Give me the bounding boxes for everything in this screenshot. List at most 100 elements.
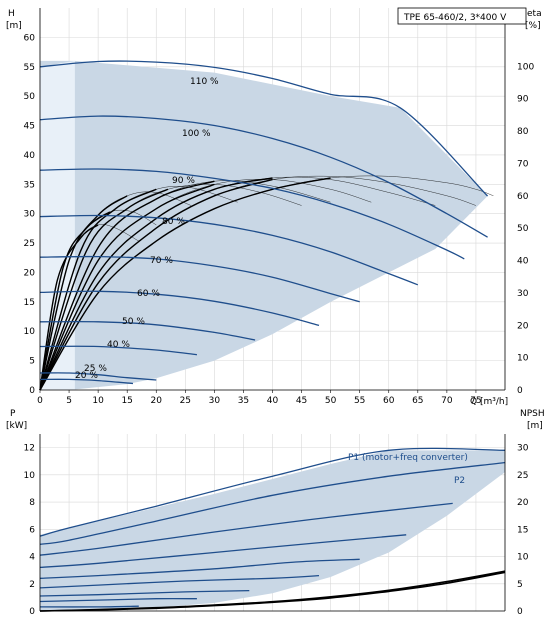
y-tick-label: 60	[24, 33, 36, 43]
bottom-axes: 0 2 4 6 8 10 12 0 5 10 15 20 25 30	[24, 434, 529, 617]
npsh-tick-label: 0	[517, 607, 523, 617]
x-tick-label: 0	[37, 396, 43, 406]
head-curve-label: 80 %	[162, 217, 185, 227]
eta-tick-label: 10	[517, 354, 529, 364]
y-tick-label: 30	[24, 210, 36, 220]
bottom-ylabel-left-1: P	[10, 409, 16, 419]
npsh-curve	[39, 570, 506, 612]
power-tick-label: 12	[24, 444, 35, 454]
power-curve	[39, 461, 506, 545]
head-curve-60	[39, 290, 320, 327]
x-tick-label: 20	[151, 396, 163, 406]
head-curve-label: 100 %	[182, 129, 211, 139]
power-tick-label: 0	[29, 607, 35, 617]
eta-tick-label: 80	[517, 127, 529, 137]
x-tick-label: 60	[383, 396, 395, 406]
eta-tick-label: 90	[517, 95, 529, 105]
y-tick-label: 20	[24, 268, 36, 278]
power-curve	[39, 605, 139, 608]
power-tick-label: 2	[29, 580, 35, 590]
power-curve	[39, 502, 453, 556]
eta-curve	[39, 178, 273, 391]
power-tick-label: 10	[24, 471, 36, 481]
power-curve	[39, 534, 407, 569]
head-curve-40	[39, 345, 197, 356]
head-curve-100	[39, 115, 488, 238]
x-tick-label: 75	[470, 396, 481, 406]
head-curve-50	[39, 320, 256, 341]
x-tick-label: 15	[121, 396, 132, 406]
head-curve-80	[39, 214, 419, 286]
x-tick-label: 25	[180, 396, 191, 406]
y-tick-label: 15	[24, 298, 35, 308]
eta-tick-label: 60	[517, 192, 529, 202]
npsh-tick-label: 25	[517, 471, 528, 481]
npsh-tick-label: 5	[517, 580, 523, 590]
head-curve-25	[39, 372, 157, 381]
head-curve-label: 25 %	[84, 364, 107, 374]
npsh-tick-label: 20	[517, 498, 529, 508]
eta-tick-label: 50	[517, 224, 529, 234]
head-curve-label: 70 %	[150, 256, 173, 266]
bottom-envelope	[40, 450, 505, 611]
power-curve	[39, 574, 320, 589]
head-curve-90	[39, 168, 465, 260]
head-curve-70	[39, 255, 360, 303]
npsh-tick-label: 15	[517, 525, 528, 535]
top-envelope-light	[40, 60, 75, 391]
series-label-p2: P2	[454, 476, 465, 486]
head-curves: 110 % 100 % 90 % 80 % 70 % 60 % 50 % 40 % 25 %20…	[39, 60, 489, 385]
power-tick-label: 8	[29, 498, 35, 508]
y-tick-label: 45	[24, 122, 35, 132]
top-envelope-area	[40, 60, 488, 391]
x-tick-label: 65	[412, 396, 423, 406]
top-ylabel-left-2: [m]	[6, 21, 22, 31]
eta-tick-label: 100	[517, 62, 534, 72]
eta-curve	[39, 188, 169, 391]
chart-title: TPE 65-460/2, 3*400 V	[403, 13, 507, 23]
head-curve-20	[39, 378, 134, 385]
eta-curve	[39, 177, 273, 391]
x-tick-label: 40	[267, 396, 279, 406]
eta-tick-label: 40	[517, 257, 529, 267]
power-curve	[39, 597, 197, 603]
x-tick-label: 50	[325, 396, 337, 406]
eta-curve	[39, 183, 215, 391]
y-tick-label: 10	[24, 327, 36, 337]
eta-curve	[39, 188, 157, 391]
top-ylabel-right-1: eta	[527, 9, 542, 19]
x-tick-label: 45	[296, 396, 307, 406]
head-curve-label: 60 %	[137, 289, 160, 299]
x-tick-label: 35	[238, 396, 249, 406]
head-curve-label: 110 %	[190, 77, 219, 87]
chart-title-box: TPE 65-460/2, 3*400 V	[397, 7, 527, 25]
eta-curve	[39, 224, 99, 391]
npsh-curves	[39, 570, 506, 612]
top-ylabel-left-1: H	[8, 9, 15, 19]
x-tick-label: 30	[209, 396, 221, 406]
top-ylabel-right-2: [%]	[525, 21, 541, 31]
x-tick-label: 5	[66, 396, 72, 406]
x-tick-label: 55	[354, 396, 365, 406]
eta-curve	[39, 211, 111, 391]
y-tick-label: 0	[29, 386, 35, 396]
top-xlabel: Q [m³/h]	[470, 397, 508, 407]
power-curve	[39, 447, 506, 537]
x-tick-label: 70	[441, 396, 453, 406]
eta-tick-label: 0	[517, 386, 523, 396]
power-tick-label: 6	[29, 525, 35, 535]
power-curve	[39, 589, 250, 597]
top-axes: 0 5 10 15 20 25 30 35 40 45 50 55 60 65 70 75 0 5 10 15 20 25…	[24, 8, 534, 406]
series-label-p1: P1 (motor+freq converter)	[348, 453, 468, 463]
power-curve	[39, 558, 360, 579]
eta-curve	[39, 177, 331, 391]
bottom-ylabel-right-1: NPSH	[520, 409, 545, 419]
head-curve-label: 20 %	[75, 371, 98, 381]
y-tick-label: 55	[24, 63, 35, 73]
bottom-ylabel-left-2: [kW]	[6, 421, 27, 431]
eta-tick-label: 20	[517, 321, 529, 331]
y-tick-label: 50	[24, 92, 36, 102]
y-tick-label: 35	[24, 180, 35, 190]
power-tick-label: 4	[29, 553, 35, 563]
head-curve-label: 50 %	[122, 317, 145, 327]
